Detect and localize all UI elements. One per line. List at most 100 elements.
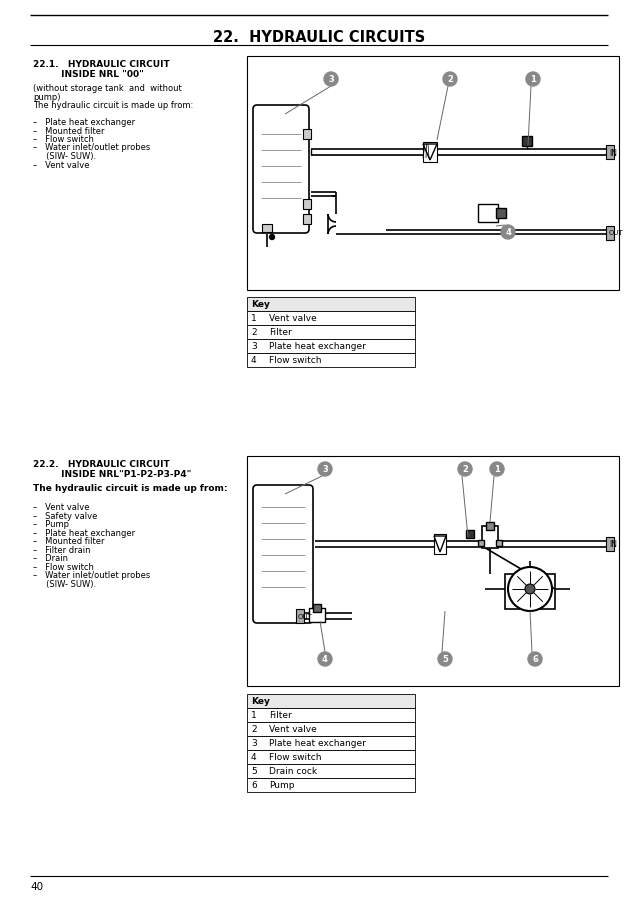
Text: pump): pump) — [33, 92, 61, 101]
Text: (SIW- SUW).: (SIW- SUW). — [33, 152, 96, 161]
Text: –   Vent valve: – Vent valve — [33, 503, 89, 512]
Text: IN: IN — [609, 540, 617, 549]
Text: (SIW- SUW).: (SIW- SUW). — [33, 579, 96, 588]
Text: –   Water inlet/outlet probes: – Water inlet/outlet probes — [33, 571, 151, 580]
Text: Key: Key — [251, 696, 270, 705]
Bar — [303, 215, 311, 225]
Circle shape — [324, 73, 338, 87]
Bar — [522, 137, 532, 147]
Text: –   Safety valve: – Safety valve — [33, 511, 98, 520]
Text: 6: 6 — [251, 780, 256, 789]
Text: Vent valve: Vent valve — [269, 724, 316, 733]
Text: Flow switch: Flow switch — [269, 752, 322, 761]
Text: –   Mounted filter: – Mounted filter — [33, 126, 105, 135]
Bar — [247, 354, 415, 368]
Bar — [247, 57, 619, 290]
Text: 1: 1 — [494, 465, 500, 474]
Text: –   Flow switch: – Flow switch — [33, 135, 94, 143]
Circle shape — [490, 463, 504, 476]
Text: Key: Key — [251, 299, 270, 308]
Text: 40: 40 — [30, 881, 43, 891]
Text: 2: 2 — [447, 76, 453, 85]
Bar — [496, 540, 502, 547]
Text: 1: 1 — [251, 710, 256, 719]
Bar — [247, 750, 415, 764]
Text: 4: 4 — [251, 355, 256, 364]
Text: 4: 4 — [251, 752, 256, 761]
Bar — [247, 326, 415, 340]
Circle shape — [438, 652, 452, 667]
Bar — [262, 225, 272, 233]
Text: 3: 3 — [251, 738, 256, 747]
Circle shape — [525, 584, 535, 594]
Circle shape — [318, 652, 332, 667]
Circle shape — [443, 73, 457, 87]
Text: Filter: Filter — [269, 327, 292, 336]
Text: 22.2.   HYDRAULIC CIRCUIT: 22.2. HYDRAULIC CIRCUIT — [33, 459, 170, 468]
Circle shape — [318, 463, 332, 476]
Text: (without storage tank  and  without: (without storage tank and without — [33, 84, 182, 93]
Text: –   Pump: – Pump — [33, 520, 69, 529]
Text: –   Vent valve: – Vent valve — [33, 161, 89, 170]
Text: –   Mounted filter: – Mounted filter — [33, 537, 105, 546]
Text: Pump: Pump — [269, 780, 295, 789]
Text: INSIDE NRL "00": INSIDE NRL "00" — [33, 70, 144, 78]
Text: IN: IN — [609, 148, 617, 157]
FancyBboxPatch shape — [253, 106, 309, 234]
Polygon shape — [423, 145, 437, 161]
Bar — [247, 736, 415, 750]
Bar — [247, 312, 415, 326]
Bar — [303, 199, 311, 210]
Circle shape — [508, 567, 552, 612]
Bar — [247, 723, 415, 736]
Text: 3: 3 — [322, 465, 328, 474]
Bar — [482, 527, 498, 548]
Text: 4: 4 — [322, 655, 328, 664]
Circle shape — [526, 73, 540, 87]
Bar — [606, 226, 614, 241]
Text: INSIDE NRL"P1-P2-P3-P4": INSIDE NRL"P1-P2-P3-P4" — [33, 469, 191, 478]
Bar — [247, 456, 619, 686]
Circle shape — [528, 652, 542, 667]
Bar — [247, 778, 415, 792]
Text: 1: 1 — [530, 76, 536, 85]
Text: 3: 3 — [251, 342, 256, 351]
Bar — [466, 530, 474, 538]
Text: OUT: OUT — [297, 613, 313, 620]
Text: Flow switch: Flow switch — [269, 355, 322, 364]
Bar — [423, 143, 437, 163]
Bar — [303, 130, 311, 140]
Circle shape — [458, 463, 472, 476]
Bar — [247, 708, 415, 723]
Text: 5: 5 — [251, 766, 256, 775]
FancyBboxPatch shape — [253, 485, 313, 623]
Bar — [505, 575, 555, 610]
Bar — [247, 764, 415, 778]
Text: 2: 2 — [251, 724, 256, 733]
Text: 3: 3 — [328, 76, 334, 85]
Text: –   Plate heat exchanger: – Plate heat exchanger — [33, 118, 135, 127]
Text: –   Drain: – Drain — [33, 554, 68, 563]
Bar — [247, 695, 415, 708]
Text: 2: 2 — [251, 327, 256, 336]
Bar — [247, 340, 415, 354]
Text: 22.1.   HYDRAULIC CIRCUIT: 22.1. HYDRAULIC CIRCUIT — [33, 60, 170, 69]
Bar — [247, 298, 415, 312]
Bar — [486, 522, 494, 530]
Text: 22.  HYDRAULIC CIRCUITS: 22. HYDRAULIC CIRCUITS — [213, 30, 425, 45]
Bar — [313, 604, 321, 612]
Text: –   Water inlet/outlet probes: – Water inlet/outlet probes — [33, 143, 151, 152]
Text: Plate heat exchanger: Plate heat exchanger — [269, 738, 366, 747]
Bar — [478, 540, 484, 547]
Text: Plate heat exchanger: Plate heat exchanger — [269, 342, 366, 351]
Text: 4: 4 — [505, 228, 511, 237]
Circle shape — [501, 226, 515, 240]
Text: Drain cock: Drain cock — [269, 766, 317, 775]
Text: Filter: Filter — [269, 710, 292, 719]
Text: The hydraulic circuit is made up from:: The hydraulic circuit is made up from: — [33, 483, 228, 492]
Bar — [478, 205, 498, 223]
Text: –   Filter drain: – Filter drain — [33, 546, 91, 555]
Text: –   Plate heat exchanger: – Plate heat exchanger — [33, 529, 135, 538]
Text: –   Flow switch: – Flow switch — [33, 562, 94, 571]
Text: The hydraulic circuit is made up from:: The hydraulic circuit is made up from: — [33, 101, 193, 110]
